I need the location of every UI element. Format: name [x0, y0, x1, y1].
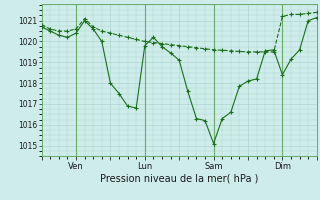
X-axis label: Pression niveau de la mer( hPa ): Pression niveau de la mer( hPa )	[100, 173, 258, 183]
